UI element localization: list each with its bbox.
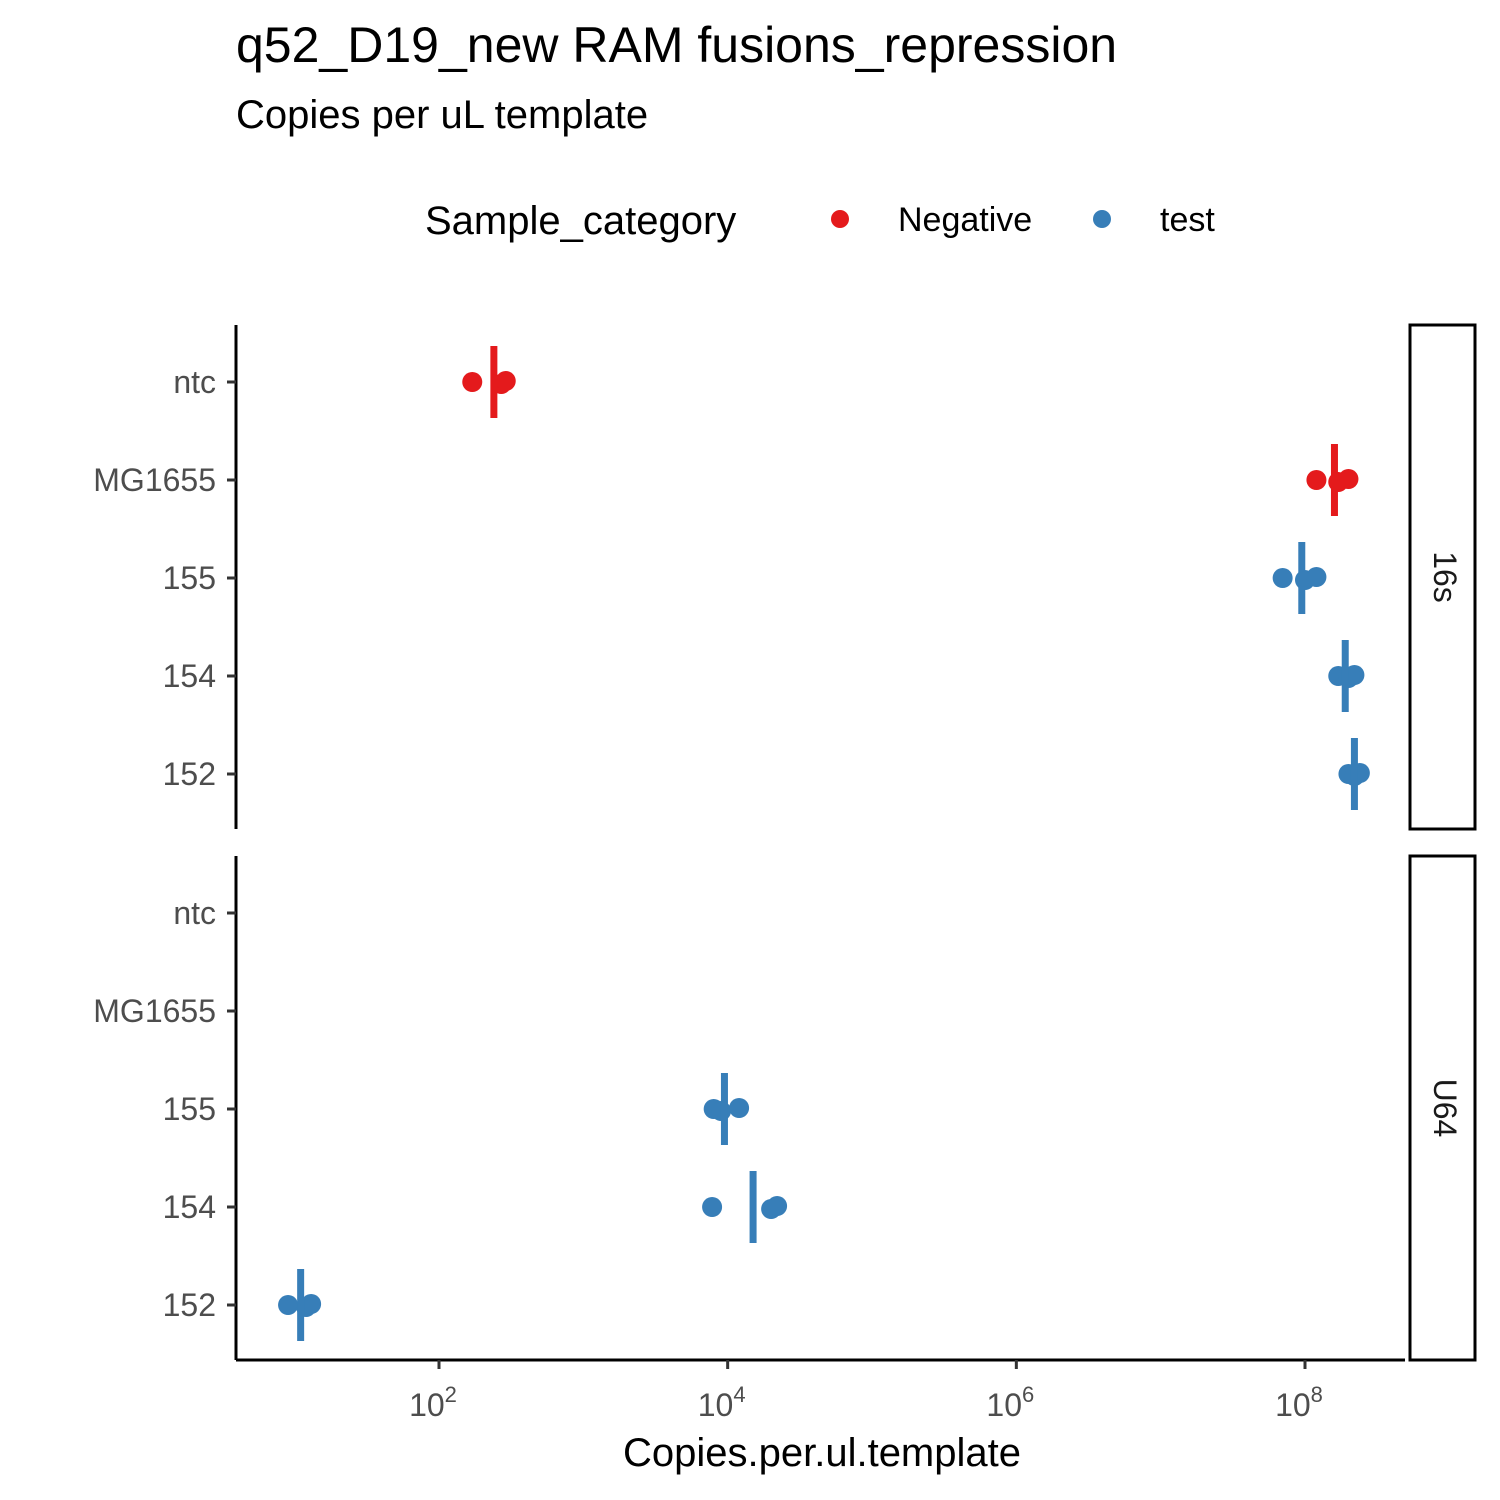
x-axis-title: Copies.per.ul.template [623,1431,1021,1475]
data-point [278,1295,299,1315]
data-point [1344,665,1365,685]
facet-strip [1408,323,1477,831]
data-point [1272,568,1293,588]
y-tick-label: 154 [163,1189,216,1225]
legend-key-test [1093,210,1111,228]
legend: Sample_category Negative test [425,199,1215,243]
x-tick-label: 106 [986,1382,1034,1423]
y-tick-label: 154 [163,658,216,694]
data-point [462,372,483,392]
x-tick-label: 104 [698,1382,746,1423]
y-tick-label: ntc [173,364,216,400]
y-tick-label: 155 [163,1091,216,1127]
x-tick-label: 108 [1275,1382,1323,1423]
data-point [729,1098,750,1118]
plot-panels: ntc MG1655 155 154 152 16s ntc MG1655 155 154 152 U… [93,323,1477,1423]
data-point [767,1196,788,1216]
y-tick-label: 152 [163,1287,216,1323]
legend-label-test: test [1160,201,1215,239]
y-tick-label: 152 [163,756,216,792]
data-point [1338,469,1359,489]
facet-strip-label: 16s [1427,551,1463,603]
legend-label-negative: Negative [898,201,1032,239]
chart-subtitle: Copies per uL template [236,93,648,137]
chart-title: q52_D19_new RAM fusions_repression [236,17,1117,73]
y-tick-label: MG1655 [93,462,216,498]
y-tick-label: MG1655 [93,993,216,1029]
data-point [702,1197,723,1217]
legend-key-negative [831,210,849,228]
y-tick-label: 155 [163,560,216,596]
data-point [1306,567,1327,587]
data-point [495,371,516,391]
facet-strip-label: U64 [1427,1079,1463,1138]
x-tick-label: 102 [409,1382,457,1423]
facet-strip [1408,854,1477,1362]
legend-title: Sample_category [425,199,736,243]
data-point [301,1294,322,1314]
data-point [1306,470,1327,490]
y-tick-label: ntc [173,895,216,931]
